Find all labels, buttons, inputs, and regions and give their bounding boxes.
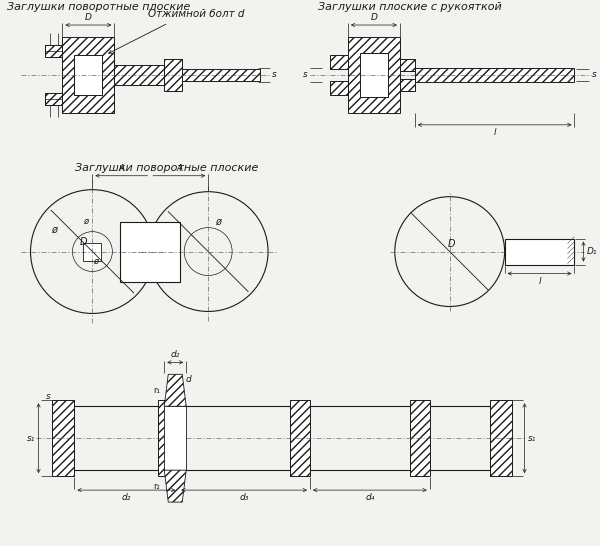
Bar [83, 242, 101, 260]
Text: d₂: d₂ [170, 351, 180, 359]
Bar [158, 400, 178, 476]
Text: d₄: d₄ [365, 493, 374, 502]
Bar [74, 55, 103, 95]
Text: A: A [118, 164, 124, 173]
Text: ø: ø [83, 217, 88, 226]
Bar [400, 79, 415, 91]
Text: r₁: r₁ [154, 386, 160, 395]
Text: l: l [538, 276, 541, 286]
Text: d₃: d₃ [239, 493, 249, 502]
Text: Заглушки поворотные плоские: Заглушки поворотные плоские [76, 163, 259, 173]
Bar [415, 68, 574, 82]
Text: s: s [46, 392, 50, 401]
Text: Отжимной болт d: Отжимной болт d [148, 9, 245, 19]
Bar [62, 37, 115, 113]
Text: A: A [176, 164, 182, 173]
Bar [182, 69, 260, 81]
Text: r₂: r₂ [154, 482, 160, 491]
Text: ø: ø [215, 217, 221, 227]
Text: s₁: s₁ [27, 434, 35, 443]
Text: D₁: D₁ [586, 247, 597, 256]
Text: D: D [80, 236, 88, 247]
Polygon shape [164, 470, 186, 502]
Text: ø: ø [93, 257, 98, 266]
Bar [164, 59, 182, 91]
Polygon shape [164, 375, 186, 406]
Text: d: d [185, 375, 191, 384]
Bar [490, 400, 512, 476]
Bar [115, 65, 164, 85]
Text: Заглушки поворотные плоские: Заглушки поворотные плоские [7, 2, 190, 12]
Bar [121, 222, 180, 282]
Bar [505, 239, 574, 265]
Text: Заглушки плоские с рукояткой: Заглушки плоские с рукояткой [318, 2, 502, 12]
Text: D: D [85, 13, 92, 22]
Bar [330, 81, 348, 95]
Bar [400, 59, 415, 71]
Bar [46, 45, 62, 57]
Bar [52, 400, 74, 476]
Text: s: s [303, 70, 308, 79]
Bar [290, 400, 310, 476]
Text: s: s [592, 70, 596, 79]
Text: s: s [272, 70, 277, 79]
Bar [360, 53, 388, 97]
Text: D: D [448, 239, 455, 248]
Text: D: D [370, 13, 377, 22]
Bar [348, 37, 400, 113]
Text: s₁: s₁ [527, 434, 536, 443]
Text: d₂: d₂ [122, 493, 131, 502]
Bar [410, 400, 430, 476]
Bar [330, 55, 348, 69]
Bar [46, 93, 62, 105]
Text: ø: ø [52, 224, 58, 235]
Bar [164, 406, 186, 470]
Text: l: l [493, 128, 496, 137]
